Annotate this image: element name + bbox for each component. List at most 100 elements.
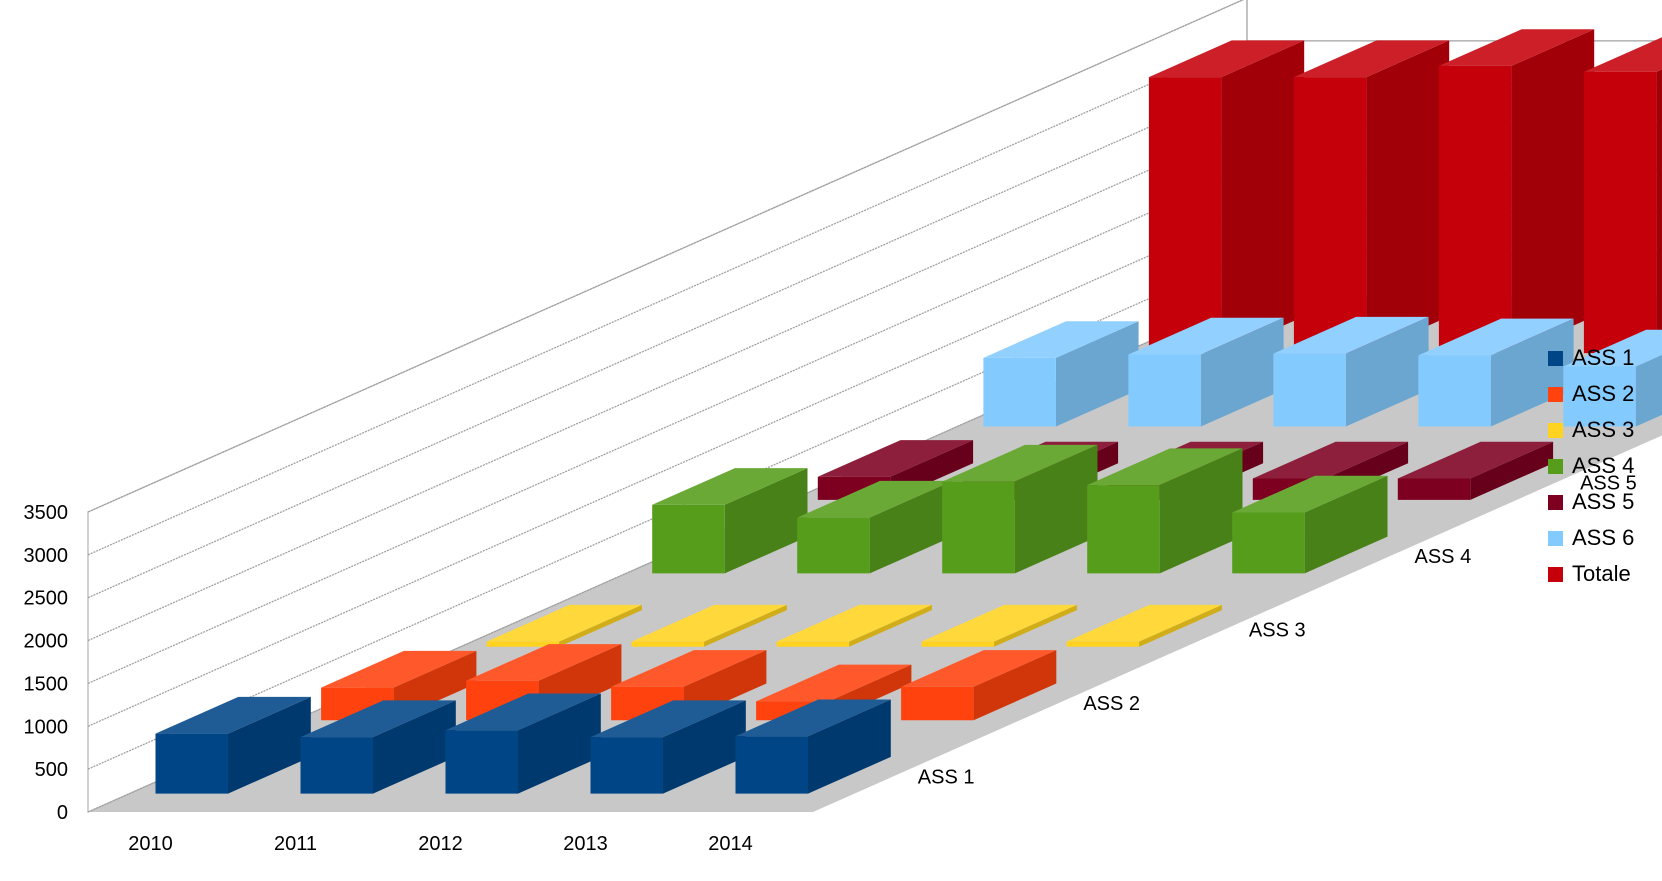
bar-side: [724, 468, 808, 574]
bar-top: [776, 604, 932, 642]
legend-swatch: [1548, 494, 1563, 510]
series-axis-label: ASS 5: [1580, 473, 1637, 495]
bar-side: [1221, 40, 1305, 354]
bar-top: [735, 699, 891, 737]
bar-front: [1293, 77, 1367, 354]
side-gridline: [87, 125, 1248, 642]
legend: ASS 1 ASS 2 ASS 3 ASS 4 ASS 5 ASS 6 Totale: [1548, 340, 1634, 592]
legend-item[interactable]: ASS 4: [1548, 448, 1634, 484]
side-gridline: [87, 0, 1245, 513]
legend-item[interactable]: ASS 2: [1548, 376, 1634, 412]
bar-side: [228, 696, 311, 794]
side-gridline: [87, 83, 1248, 599]
bar-top: [1252, 441, 1409, 479]
bar-front: [590, 737, 663, 794]
bar-top: [1583, 37, 1662, 72]
y-tick-label: 500: [35, 759, 68, 781]
bar-top: [611, 650, 767, 687]
bar-side: [1366, 40, 1450, 354]
legend-label: ASS 1: [1572, 345, 1635, 370]
bar-top: [1066, 604, 1222, 642]
legend-label: ASS 6: [1572, 525, 1635, 550]
bar: [155, 696, 311, 794]
bar-side: [1055, 321, 1139, 427]
series-axis-label: ASS 1: [918, 766, 975, 788]
bar-side: [1490, 318, 1574, 427]
bar-front: [631, 641, 705, 647]
legend-label: ASS 2: [1572, 381, 1635, 406]
bar-front: [1087, 485, 1160, 574]
bar-top: [901, 650, 1057, 687]
bar-top: [1418, 318, 1574, 356]
bar-side: [1014, 444, 1098, 574]
bar-front: [1066, 641, 1140, 647]
side-gridline: [87, 40, 1248, 556]
bar-side: [808, 699, 891, 794]
bar: [1418, 318, 1574, 427]
bar-top: [1087, 448, 1243, 486]
bar-top: [921, 604, 1077, 642]
legend-swatch: [1548, 422, 1563, 438]
bar: [942, 444, 1098, 574]
bar-side: [1139, 604, 1222, 647]
bar-top: [300, 700, 456, 738]
bar-top: [1128, 317, 1284, 355]
y-tick-label: 1000: [24, 716, 69, 738]
bar-top: [466, 644, 622, 681]
bar-top: [652, 468, 808, 505]
bar: [921, 604, 1077, 647]
bar-top: [983, 321, 1139, 358]
bar-top: [756, 664, 912, 702]
bar: [1148, 40, 1305, 354]
bar-front: [1583, 71, 1657, 354]
bar-front: [983, 357, 1056, 427]
series-axis-label: ASS 2: [1083, 693, 1140, 715]
bar-side: [1511, 29, 1595, 354]
bar: [652, 468, 808, 574]
y-tick-label: 3500: [24, 502, 69, 524]
bar: [1438, 29, 1595, 354]
bar-top: [155, 696, 311, 734]
bar-front: [901, 686, 974, 721]
bar: [901, 650, 1057, 721]
bar-top: [1563, 329, 1662, 367]
bar: [1583, 37, 1662, 354]
bar-top: [797, 480, 953, 518]
bar-top: [321, 650, 477, 688]
bar-top: [445, 693, 601, 731]
bar: [797, 480, 953, 574]
legend-item[interactable]: ASS 3: [1548, 412, 1634, 448]
legend-swatch: [1548, 530, 1563, 546]
side-gridline: [87, 211, 1248, 727]
bar-side: [1159, 448, 1243, 574]
legend-swatch: [1548, 566, 1563, 582]
bar: [590, 700, 746, 794]
bar-side: [1304, 475, 1388, 574]
bar-front: [1128, 354, 1201, 427]
y-tick-label: 0: [57, 802, 68, 824]
bar: [445, 693, 601, 794]
bar: [631, 604, 787, 647]
bar-front: [921, 641, 995, 647]
bar-top: [590, 700, 746, 738]
x-tick-label: 2014: [708, 833, 753, 855]
bar: [1293, 40, 1450, 354]
bar-side: [704, 604, 787, 647]
bar: [1563, 329, 1662, 427]
bar-top: [1232, 475, 1388, 513]
legend-item[interactable]: Totale: [1548, 556, 1634, 592]
bar: [1232, 475, 1388, 574]
legend-label: ASS 3: [1572, 417, 1635, 442]
legend-item[interactable]: ASS 5: [1548, 484, 1634, 520]
bar-top: [486, 604, 642, 642]
bar-top: [631, 604, 787, 642]
bar-side: [849, 604, 932, 647]
bar-front: [300, 737, 373, 794]
y-tick-label: 2000: [24, 631, 69, 653]
bar-front: [1232, 512, 1305, 574]
bar-side: [1200, 317, 1284, 427]
legend-item[interactable]: ASS 1: [1548, 340, 1634, 376]
legend-item[interactable]: ASS 6: [1548, 520, 1634, 556]
